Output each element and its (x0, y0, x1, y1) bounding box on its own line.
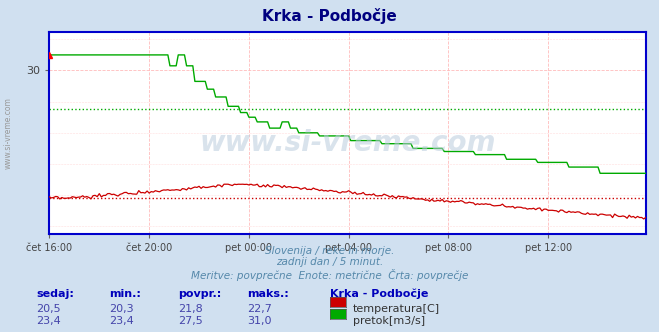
Text: www.si-vreme.com: www.si-vreme.com (200, 129, 496, 157)
Text: 20,5: 20,5 (36, 304, 61, 314)
Text: Slovenija / reke in morje.: Slovenija / reke in morje. (265, 246, 394, 256)
Text: temperatura[C]: temperatura[C] (353, 304, 440, 314)
Text: pretok[m3/s]: pretok[m3/s] (353, 316, 424, 326)
Text: sedaj:: sedaj: (36, 289, 74, 299)
Text: 23,4: 23,4 (36, 316, 61, 326)
Text: 31,0: 31,0 (247, 316, 272, 326)
Text: www.si-vreme.com: www.si-vreme.com (3, 97, 13, 169)
Text: 20,3: 20,3 (109, 304, 133, 314)
Text: zadnji dan / 5 minut.: zadnji dan / 5 minut. (276, 257, 383, 267)
Text: 21,8: 21,8 (178, 304, 203, 314)
Text: min.:: min.: (109, 289, 140, 299)
Text: 22,7: 22,7 (247, 304, 272, 314)
Text: Meritve: povprečne  Enote: metrične  Črta: povprečje: Meritve: povprečne Enote: metrične Črta:… (191, 269, 468, 281)
Text: Krka - Podbočje: Krka - Podbočje (330, 289, 428, 299)
Text: maks.:: maks.: (247, 289, 289, 299)
Text: povpr.:: povpr.: (178, 289, 221, 299)
Text: 23,4: 23,4 (109, 316, 134, 326)
Text: 27,5: 27,5 (178, 316, 203, 326)
Text: Krka - Podbočje: Krka - Podbočje (262, 8, 397, 24)
